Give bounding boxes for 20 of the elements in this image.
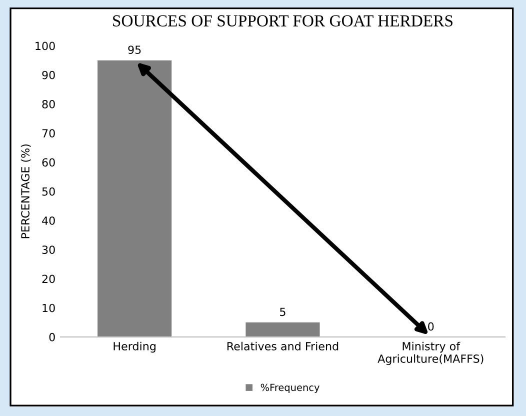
y-tick-label: 70 bbox=[42, 129, 55, 138]
y-tick-label: 20 bbox=[42, 274, 55, 284]
data-label: 5 bbox=[280, 308, 286, 316]
y-tick-label: 80 bbox=[42, 100, 55, 108]
y-tick-label: 90 bbox=[42, 70, 55, 80]
legend-label: %Frequency bbox=[260, 384, 320, 393]
y-tick-label: 40 bbox=[42, 216, 55, 225]
x-tick-label: Ministry of Agriculture(MAFFS) bbox=[378, 342, 484, 366]
chart-title: SOURCES OF SUPPORT FOR GOAT HERDERS bbox=[113, 15, 452, 26]
y-tick-label: 50 bbox=[42, 187, 55, 196]
x-tick-label: Relatives and Friend bbox=[227, 342, 338, 350]
x-tick-label: Herding bbox=[114, 342, 156, 353]
y-tick-label: 10 bbox=[42, 304, 55, 312]
data-label: 95 bbox=[128, 46, 141, 54]
data-label: 0 bbox=[428, 322, 434, 331]
y-axis-title: PERCENTAGE (%) bbox=[20, 144, 31, 238]
y-tick-label: 100 bbox=[36, 42, 55, 50]
y-tick-label: 60 bbox=[42, 158, 55, 167]
y-tick-label: 30 bbox=[42, 246, 55, 254]
y-tick-label: 0 bbox=[49, 332, 55, 342]
